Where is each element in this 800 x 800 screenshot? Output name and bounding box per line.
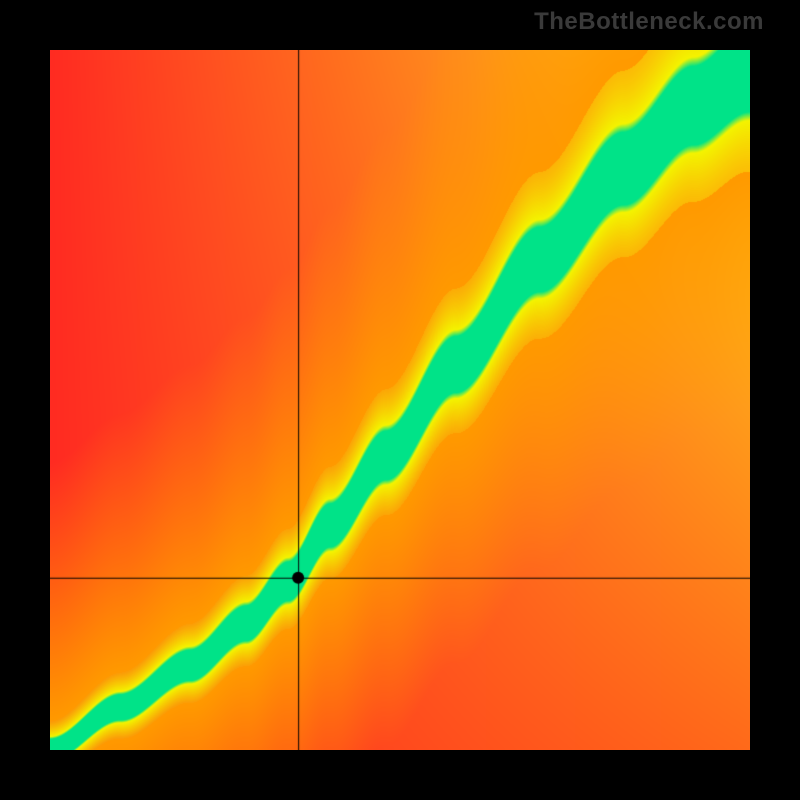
bottleneck-heatmap-canvas: [50, 50, 750, 750]
heatmap-plot-area: [50, 50, 750, 750]
watermark-text: TheBottleneck.com: [534, 8, 764, 36]
